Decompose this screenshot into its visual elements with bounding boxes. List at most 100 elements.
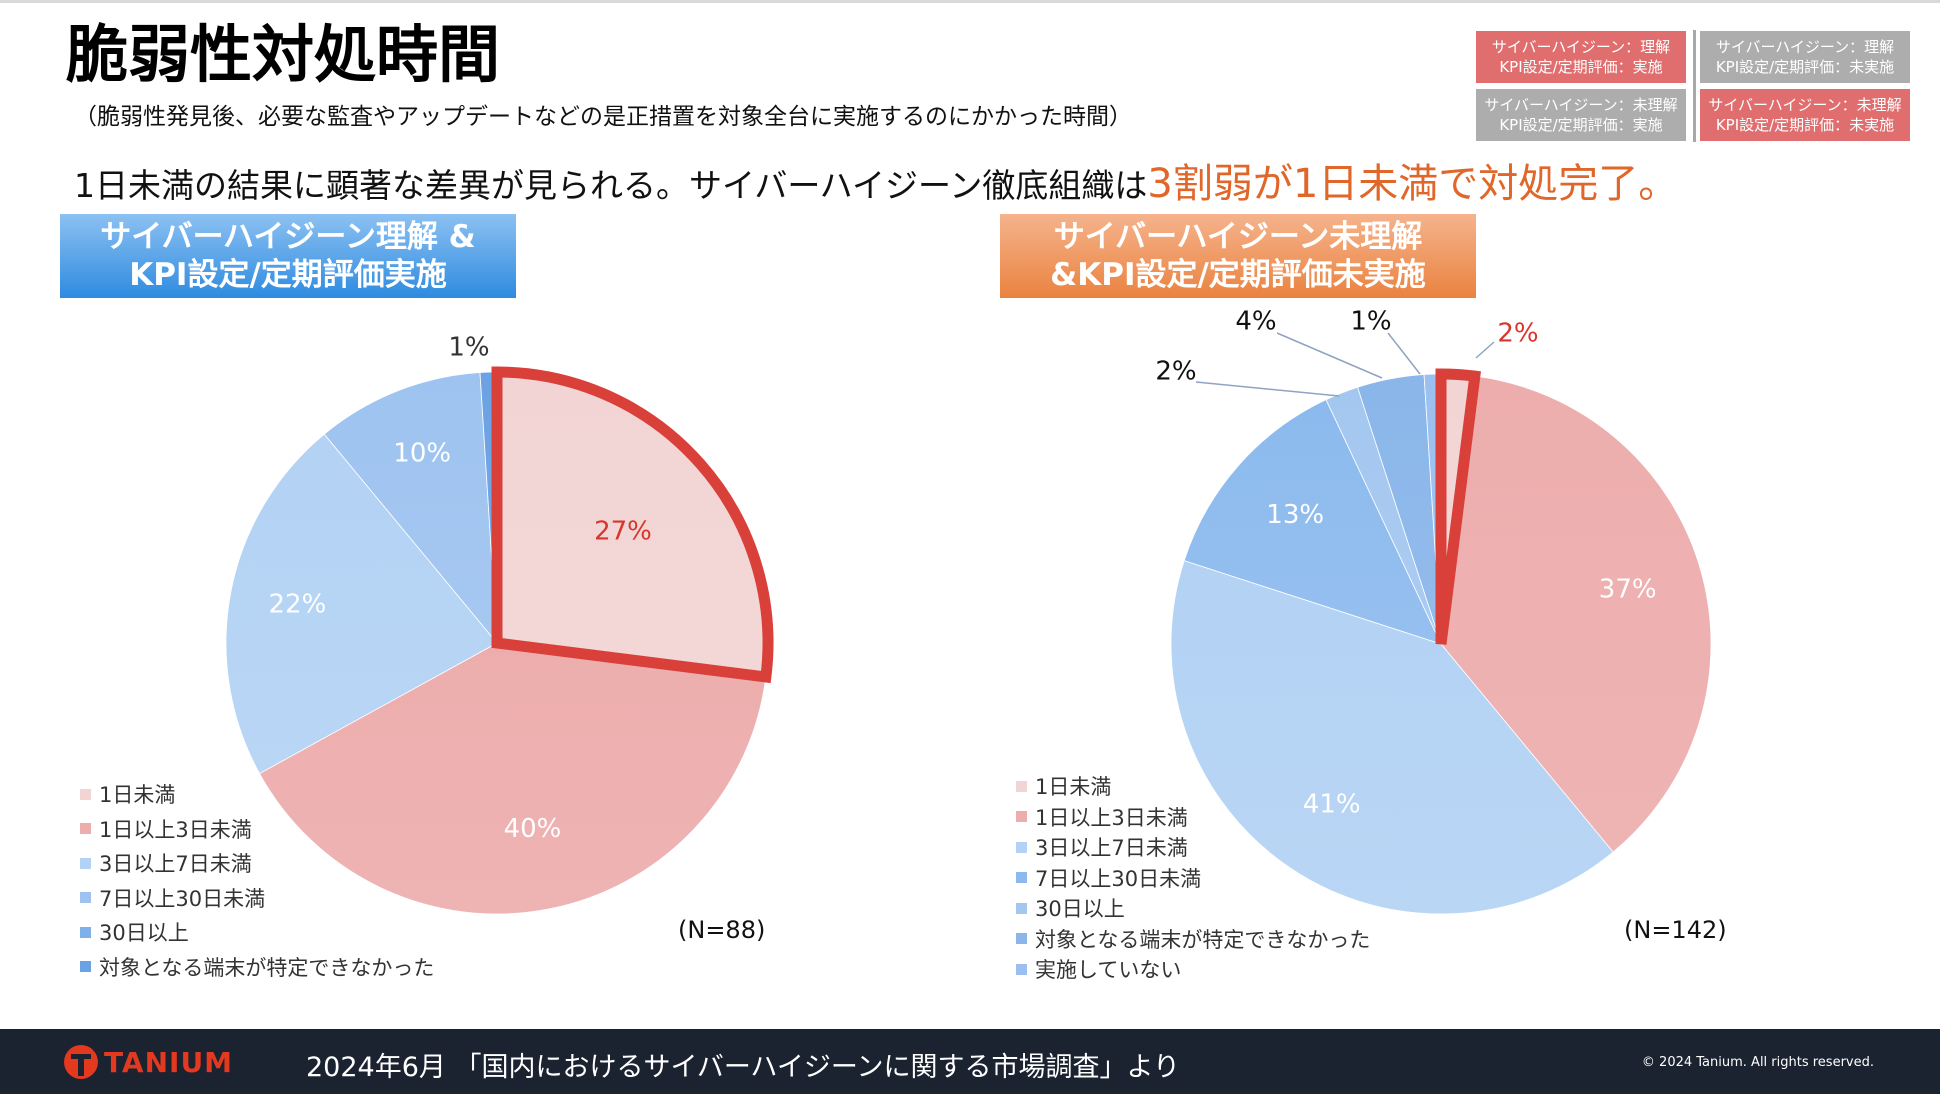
- legend-swatch: [80, 926, 91, 938]
- key-not-understand-implemented: サイバーハイジーン：未理解 KPI設定/定期評価：実施: [1476, 89, 1686, 141]
- legend-swatch: [1016, 811, 1027, 823]
- legend-item: 3日以上7日未満: [80, 846, 434, 881]
- highlight-outline: [1435, 368, 1481, 645]
- legend-item: 3日以上7日未満: [1016, 832, 1370, 863]
- left-sample-size: (N=88): [678, 916, 766, 944]
- legend-label: 7日以上30日未満: [1035, 866, 1202, 891]
- legend-item: 30日以上: [1016, 893, 1370, 924]
- key-divider-vertical: [1693, 30, 1696, 142]
- legend-label: 30日以上: [1035, 897, 1125, 922]
- data-label: 27%: [594, 516, 652, 546]
- left-chart-title: サイバーハイジーン理解 & KPI設定/定期評価実施: [60, 214, 516, 298]
- legend-swatch: [1016, 872, 1027, 884]
- legend-swatch: [80, 892, 91, 904]
- legend-label: 対象となる端末が特定できなかった: [99, 955, 435, 980]
- legend-swatch: [80, 788, 91, 800]
- footer-bar: [0, 1029, 1940, 1094]
- legend-label: 1日未満: [1035, 775, 1112, 800]
- source-citation: 2024年6月 「国内におけるサイバーハイジーンに関する市場調査」より: [306, 1052, 1180, 1083]
- right-sample-size: (N=142): [1624, 916, 1727, 944]
- legend-swatch: [1016, 780, 1027, 792]
- key-understand-not-implemented: サイバーハイジーン：理解 KPI設定/定期評価：未実施: [1700, 31, 1910, 83]
- legend-swatch: [1016, 963, 1027, 975]
- leader-line: [1276, 332, 1383, 379]
- legend-swatch: [1016, 841, 1027, 853]
- legend-label: 1日未満: [99, 783, 176, 808]
- key-line1: サイバーハイジーン：未理解: [1484, 96, 1678, 114]
- legend-label: 実施していない: [1035, 958, 1182, 983]
- data-label: 13%: [1266, 500, 1324, 530]
- legend-item: 1日以上3日未満: [80, 812, 434, 847]
- data-label: 1%: [1350, 307, 1391, 337]
- key-line1: サイバーハイジーン：理解: [1491, 38, 1671, 56]
- key-line2: KPI設定/定期評価：実施: [1499, 116, 1663, 134]
- legend-label: 対象となる端末が特定できなかった: [1035, 927, 1371, 952]
- data-label: 41%: [1303, 789, 1361, 819]
- legend-item: 1日以上3日未満: [1016, 802, 1370, 833]
- key-line1: サイバーハイジーン：理解: [1715, 38, 1895, 56]
- key-line1: サイバーハイジーン：未理解: [1708, 96, 1902, 114]
- legend-swatch: [1016, 902, 1027, 914]
- left-chart-title-line2: KPI設定/定期評価実施: [129, 257, 447, 293]
- left-legend: 1日未満 1日以上3日未満 3日以上7日未満 7日以上30日未満 30日以上対象となる端…: [80, 777, 434, 984]
- data-label: 22%: [269, 589, 327, 619]
- page-title: 脆弱性対処時間: [66, 18, 501, 91]
- copyright: © 2024 Tanium. All rights reserved.: [1641, 1055, 1874, 1070]
- pie-slice-1: [1440, 375, 1712, 853]
- highlight-outline: [491, 366, 774, 684]
- pie-slice-2: [1170, 560, 1614, 915]
- legend-item: 実施していない: [1016, 954, 1370, 985]
- headline-text: 1日未満の結果に顕著な差異が見られる。サイバーハイジーン徹底組織は: [74, 166, 1148, 205]
- left-chart-title-line1: サイバーハイジーン理解 &: [100, 219, 476, 255]
- page-subtitle: （脆弱性発見後、必要な監査やアップデートなどの是正措置を対象全台に実施するのにか…: [74, 104, 1132, 130]
- right-chart-title: サイバーハイジーン未理解 &KPI設定/定期評価未実施: [1000, 214, 1476, 298]
- pie-slice-2: [225, 433, 498, 775]
- legend-item: 対象となる端末が特定できなかった: [80, 950, 434, 985]
- data-label: 2%: [1155, 357, 1196, 387]
- pie-slice-1: [258, 642, 767, 915]
- data-label: 1%: [448, 333, 489, 363]
- legend-label: 1日以上3日未満: [99, 817, 252, 842]
- data-label: 40%: [504, 814, 562, 844]
- legend-item: 7日以上30日未満: [1016, 863, 1370, 894]
- right-chart-title-line1: サイバーハイジーン未理解: [1053, 219, 1423, 255]
- data-label: 4%: [1235, 307, 1276, 337]
- data-label: 2%: [1497, 319, 1538, 349]
- legend-label: 3日以上7日未満: [99, 852, 252, 877]
- right-chart-title-line2: &KPI設定/定期評価未実施: [1050, 257, 1426, 293]
- key-line2: KPI設定/定期評価：未実施: [1715, 58, 1895, 76]
- tanium-logo-icon: [64, 1045, 98, 1079]
- data-label: 37%: [1599, 574, 1657, 604]
- top-rule: [0, 0, 1940, 3]
- legend-label: 3日以上7日未満: [1035, 836, 1188, 861]
- right-legend: 1日未満 1日以上3日未満 3日以上7日未満 7日以上30日未満 30日以上対象となる端…: [1016, 771, 1370, 985]
- leader-line: [1195, 381, 1340, 397]
- legend-item: 対象となる端末が特定できなかった: [1016, 924, 1370, 955]
- headline: 1日未満の結果に顕著な差異が見られる。サイバーハイジーン徹底組織は3割弱が1日未…: [74, 160, 1678, 208]
- legend-item: 30日以上: [80, 915, 434, 950]
- brand-name: TANIUM: [104, 1045, 234, 1079]
- leader-line: [1475, 341, 1495, 359]
- legend-swatch: [1016, 933, 1027, 945]
- data-label: 10%: [393, 439, 451, 469]
- key-line2: KPI設定/定期評価：実施: [1499, 58, 1663, 76]
- pie-slice-3: [1183, 399, 1442, 645]
- legend-swatch: [80, 823, 91, 835]
- key-not-understand-not-implemented: サイバーハイジーン：未理解 KPI設定/定期評価：未実施: [1700, 89, 1910, 141]
- pie-slice-3: [323, 372, 498, 645]
- legend-swatch: [80, 857, 91, 869]
- brand-logo: TANIUM: [64, 1045, 233, 1079]
- legend-label: 7日以上30日未満: [99, 886, 266, 911]
- legend-swatch: [80, 961, 91, 973]
- legend-label: 1日以上3日未満: [1035, 805, 1188, 830]
- legend-item: 7日以上30日未満: [80, 881, 434, 916]
- key-line2: KPI設定/定期評価：未実施: [1715, 116, 1895, 134]
- key-understand-implemented: サイバーハイジーン：理解 KPI設定/定期評価：実施: [1476, 31, 1686, 83]
- legend-item: 1日未満: [80, 777, 434, 812]
- legend-item: 1日未満: [1016, 771, 1370, 802]
- leader-line: [1387, 332, 1421, 375]
- legend-label: 30日以上: [99, 921, 189, 946]
- headline-emphasis: 3割弱が1日未満で対処完了。: [1147, 161, 1679, 207]
